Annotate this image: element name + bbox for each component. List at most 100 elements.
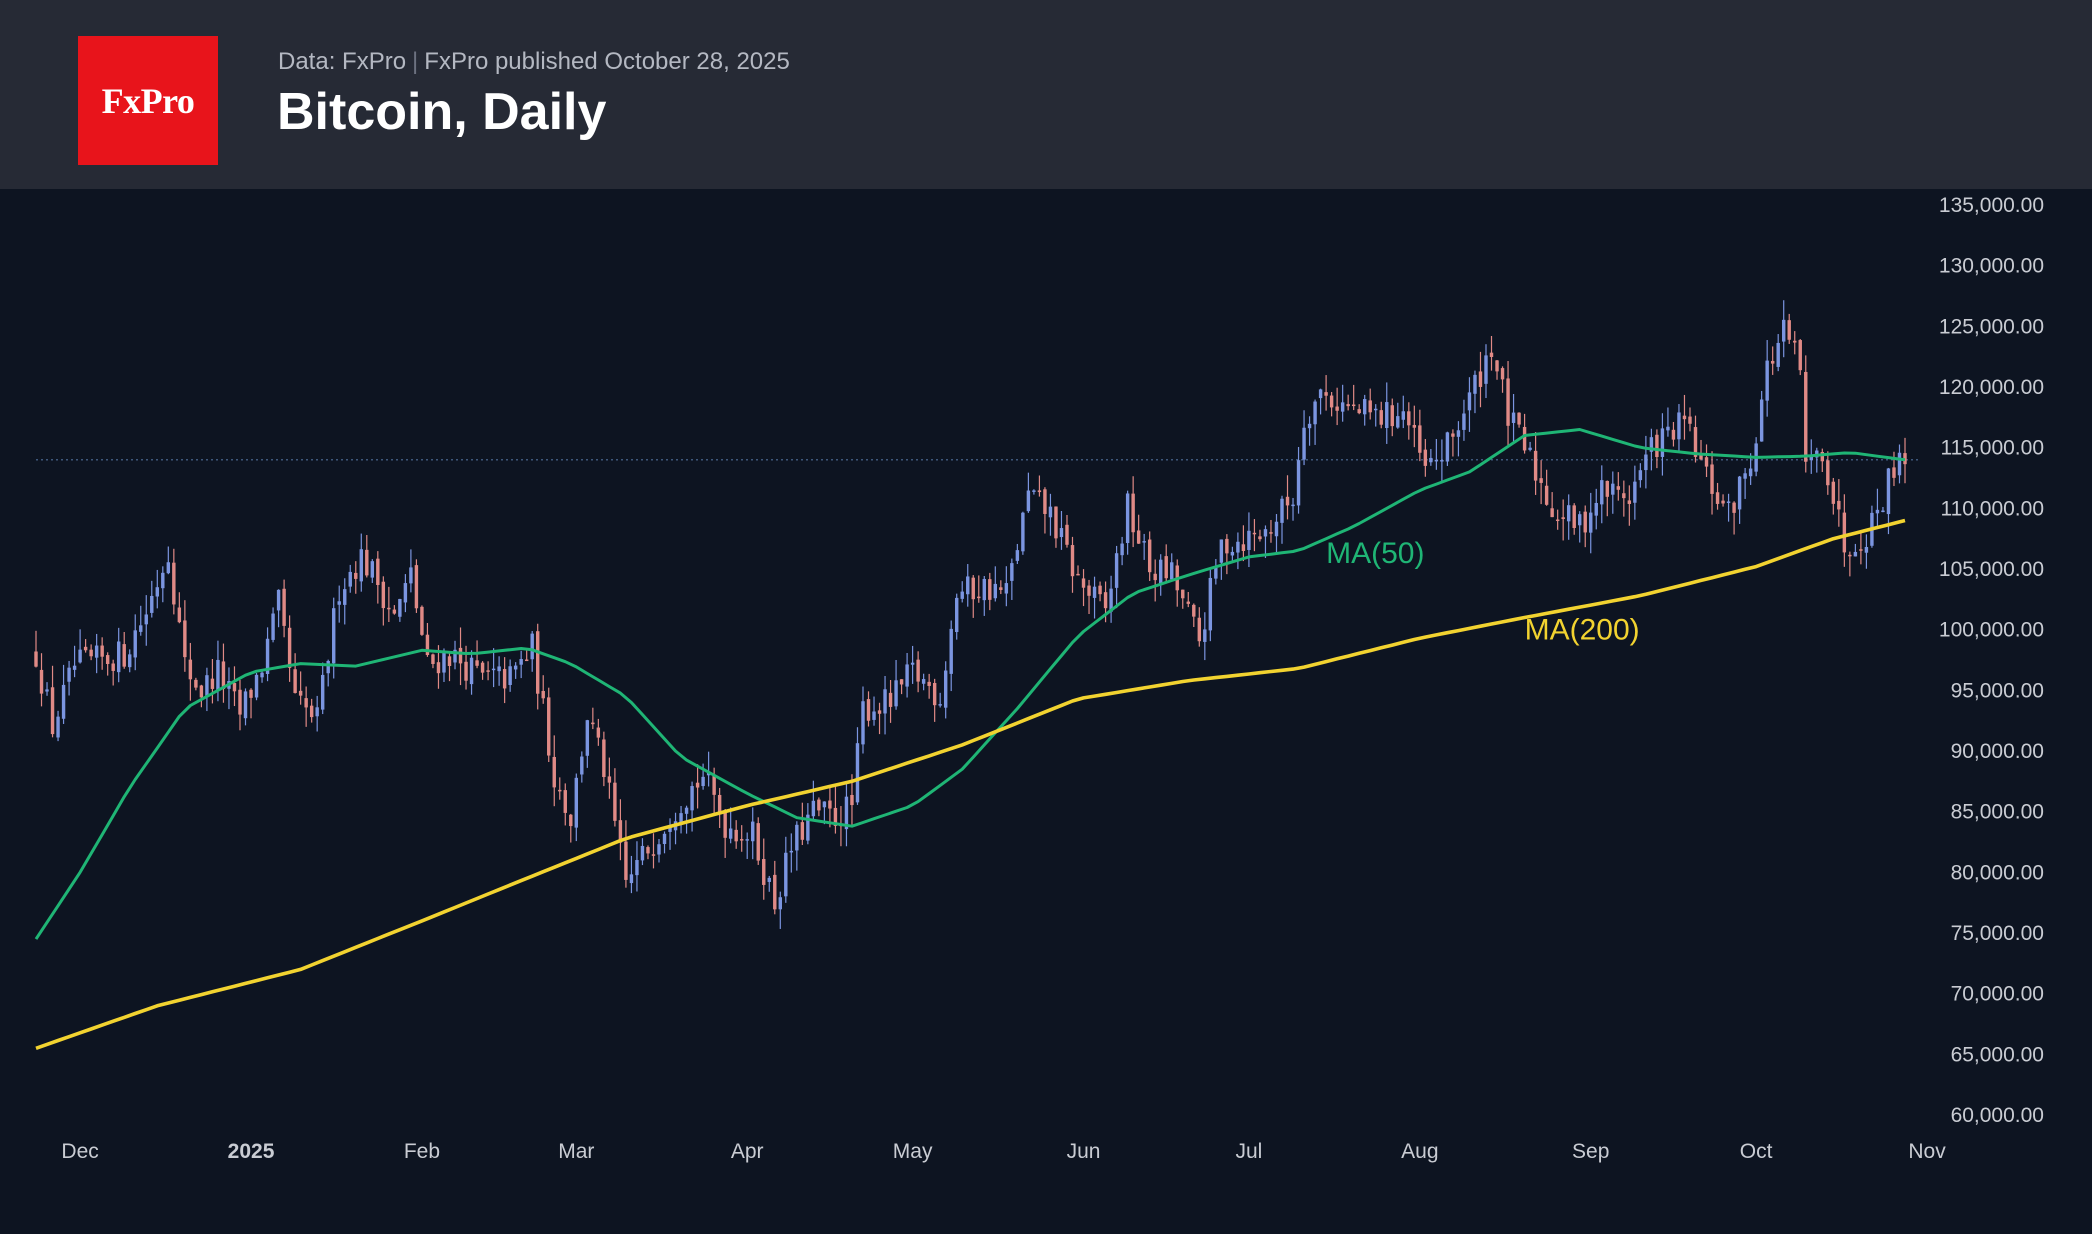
candle — [1589, 492, 1593, 554]
x-tick-label: 2025 — [228, 1140, 275, 1163]
candle — [89, 644, 93, 661]
chart-title: Bitcoin, Daily — [277, 83, 607, 141]
candle — [1511, 393, 1516, 444]
candle — [1203, 612, 1207, 661]
candle — [1787, 313, 1791, 344]
meta-separator: | — [412, 48, 419, 75]
candle — [194, 677, 198, 691]
candle — [1627, 485, 1632, 526]
candle — [1820, 448, 1825, 473]
candle — [877, 702, 882, 735]
candle — [1522, 413, 1527, 454]
x-axis: Dec 2025 Feb Mar Apr May Jun Jul Aug Sep Oct Nov — [61, 1140, 1946, 1163]
candle — [442, 648, 446, 683]
y-tick-label: 65,000.00 — [1951, 1043, 2044, 1066]
candle — [1677, 404, 1681, 452]
ma200-label: MA(200) — [1525, 613, 1640, 646]
candle — [646, 845, 650, 860]
candle — [508, 659, 512, 692]
candle — [739, 825, 744, 852]
candle — [381, 576, 386, 626]
candle — [243, 688, 248, 726]
candle — [1798, 339, 1802, 376]
candle — [271, 607, 275, 643]
candle — [1826, 451, 1830, 495]
candle — [1158, 554, 1163, 596]
candle — [1506, 361, 1510, 446]
candle — [376, 551, 380, 604]
x-tick-label: Sep — [1572, 1140, 1609, 1163]
x-tick-label: Mar — [558, 1140, 594, 1163]
y-tick-label: 80,000.00 — [1951, 861, 2044, 884]
candle — [1594, 488, 1598, 530]
x-tick-label: Apr — [731, 1140, 764, 1163]
candle — [1368, 388, 1372, 420]
candle — [67, 660, 71, 696]
price-chart[interactable]: MA(50) MA(200) 135,000.00 130,000.00 125,00… — [0, 189, 2092, 1234]
candle — [1550, 492, 1554, 518]
candle — [1473, 370, 1477, 414]
x-tick-label: Dec — [61, 1140, 98, 1163]
candle — [1633, 465, 1637, 520]
candle — [1853, 543, 1858, 557]
candle — [1407, 402, 1411, 440]
candle — [343, 578, 347, 625]
candle — [751, 807, 755, 860]
candle — [530, 631, 534, 672]
candle — [519, 650, 523, 679]
candle — [1533, 432, 1538, 495]
candle — [205, 667, 209, 712]
candle — [1092, 576, 1097, 619]
candle — [1693, 415, 1698, 463]
candle — [861, 686, 865, 754]
candle — [547, 687, 551, 763]
chart-meta: Data: FxPro | FxPro published October 28, … — [278, 48, 790, 76]
candle — [260, 670, 264, 683]
ma200-line — [35, 518, 1906, 1050]
candle — [72, 645, 77, 678]
candle — [1335, 387, 1339, 426]
candle — [1379, 401, 1383, 429]
candle — [1544, 469, 1549, 506]
candle — [1131, 476, 1135, 548]
candle — [1870, 505, 1874, 548]
candle — [513, 662, 518, 679]
candle — [1401, 395, 1406, 429]
candle — [183, 600, 187, 672]
candle — [1781, 300, 1786, 358]
candle — [1732, 501, 1736, 535]
candle — [999, 580, 1003, 595]
candle — [1136, 514, 1141, 544]
candle — [1842, 494, 1847, 567]
candle — [982, 575, 986, 616]
candle — [524, 650, 529, 662]
candle — [287, 615, 292, 682]
candle — [613, 768, 617, 827]
candle — [905, 652, 909, 698]
x-tick-label: Oct — [1740, 1140, 1773, 1163]
candle — [1351, 384, 1356, 411]
candle — [1440, 439, 1444, 483]
candle — [1197, 607, 1202, 647]
candle — [585, 719, 590, 768]
candle — [1329, 391, 1334, 417]
candle — [315, 695, 319, 732]
candle — [447, 651, 452, 682]
candle — [1837, 479, 1841, 527]
candle — [116, 627, 121, 683]
candle — [971, 575, 975, 618]
candle — [1280, 495, 1284, 544]
candle — [591, 707, 595, 730]
candle — [1181, 589, 1185, 609]
candle — [1026, 472, 1031, 513]
candle — [1164, 544, 1168, 584]
candle — [1682, 394, 1687, 440]
candle — [304, 686, 308, 727]
candle — [469, 650, 474, 695]
candle — [1296, 446, 1301, 514]
candle — [387, 586, 391, 623]
candle — [320, 662, 325, 715]
candle — [784, 836, 788, 903]
candle — [938, 692, 942, 708]
candle — [1561, 499, 1565, 541]
